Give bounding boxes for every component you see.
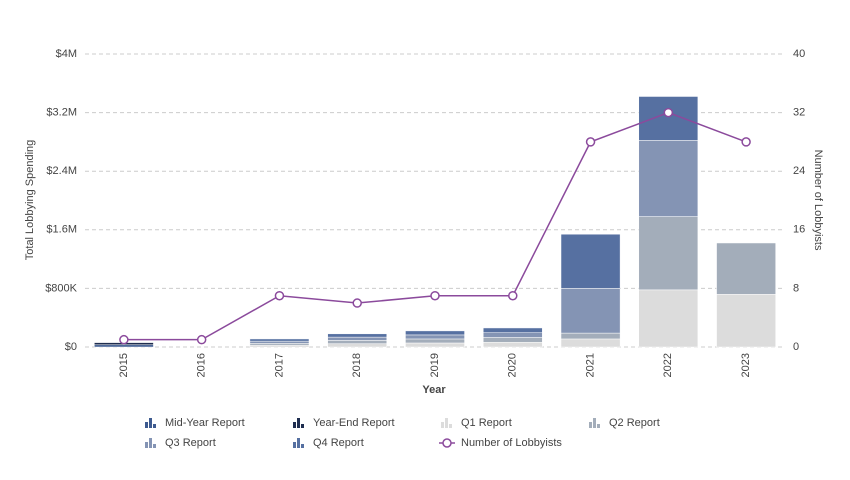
line-marker: [663, 107, 674, 118]
bar-segment: [482, 332, 543, 338]
line-marker: [196, 334, 207, 345]
bar-segment: [327, 340, 388, 344]
legend-swatch: [149, 438, 152, 448]
legend-label: Q2 Report: [609, 417, 660, 429]
x-tick-label: 2018: [351, 353, 363, 377]
legend-swatch: [293, 442, 296, 448]
legend-swatch: [297, 418, 300, 428]
legend-swatch: [297, 438, 300, 448]
bar-segment: [249, 338, 310, 342]
bar-segment: [405, 342, 465, 348]
bar-segment: [482, 327, 543, 333]
bar-segment: [560, 288, 621, 334]
bar-segment: [638, 289, 699, 348]
y2-tick-label: 16: [793, 224, 805, 236]
legend-swatch: [449, 424, 452, 428]
legend-label: Mid-Year Report: [165, 417, 245, 429]
bar-segment: [327, 343, 388, 348]
y2-tick-label: 0: [793, 341, 799, 353]
y-tick-label: $2.4M: [46, 165, 77, 177]
bar-segment: [405, 338, 465, 344]
x-axis-label: Year: [422, 384, 446, 396]
legend-swatch: [145, 422, 148, 428]
line-marker: [508, 290, 518, 301]
bar-segment: [327, 336, 388, 341]
legend-swatch: [445, 418, 448, 428]
x-tick-label: 2017: [273, 353, 285, 377]
x-tick-label: 2019: [429, 353, 441, 377]
legend-label: Q3 Report: [165, 437, 216, 449]
bar-segment: [94, 344, 154, 348]
bar-segment: [716, 294, 776, 348]
y2-tick-label: 32: [793, 107, 805, 119]
y2-tick-label: 8: [793, 282, 799, 294]
line-marker: [741, 137, 751, 147]
bar-segment: [560, 338, 621, 348]
x-tick-label: 2016: [196, 353, 208, 377]
bar-segment: [560, 332, 621, 340]
y-tick-label: $4M: [56, 48, 77, 60]
legend-label: Q1 Report: [461, 417, 512, 429]
legend-swatch: [293, 422, 296, 428]
x-tick-label: 2015: [118, 353, 130, 377]
legend-swatch: [442, 438, 452, 448]
legend-swatch: [301, 444, 304, 448]
legend-swatch: [153, 444, 156, 448]
bar-segment: [638, 96, 699, 141]
bar-segment: [716, 242, 776, 295]
bar-segment: [405, 330, 465, 336]
legend-swatch: [597, 424, 600, 428]
y-tick-label: $1.6M: [46, 224, 77, 236]
bar-segment: [638, 140, 699, 217]
y2-tick-label: 40: [793, 48, 805, 60]
legend-label: Year-End Report: [313, 417, 395, 429]
y2-tick-label: 24: [793, 165, 805, 177]
bar-segment: [405, 334, 465, 340]
x-tick-label: 2020: [507, 353, 519, 377]
legend-label: Q4 Report: [313, 437, 364, 449]
x-tick-label: 2021: [584, 353, 596, 377]
bar-segment: [482, 341, 543, 348]
bar-segment: [249, 343, 310, 346]
line-marker: [352, 298, 362, 308]
line-marker: [119, 334, 129, 345]
legend-swatch: [589, 422, 592, 428]
legend-swatch: [149, 418, 152, 428]
line-marker: [585, 137, 596, 147]
legend-swatch: [441, 422, 444, 428]
x-tick-label: 2023: [740, 353, 752, 377]
y-tick-label: $3.2M: [46, 107, 77, 119]
line-marker: [274, 290, 285, 301]
y-tick-label: $0: [65, 341, 77, 353]
bar-segment: [482, 337, 543, 343]
bar-segment: [638, 216, 699, 291]
bar-segment: [249, 340, 310, 344]
line-marker: [430, 290, 440, 301]
bar-segment: [327, 333, 388, 338]
legend-label: Number of Lobbyists: [461, 437, 562, 449]
legend-swatch: [301, 424, 304, 428]
bar-segment: [249, 344, 310, 348]
legend-swatch: [145, 442, 148, 448]
legend-swatch: [593, 418, 596, 428]
x-tick-label: 2022: [662, 353, 674, 377]
legend-swatch: [153, 424, 156, 428]
bar-segment: [560, 233, 621, 289]
y2-axis-label: Number of Lobbyists: [812, 150, 824, 251]
y-tick-label: $800K: [45, 282, 77, 294]
y-axis-label: Total Lobbying Spending: [24, 140, 36, 260]
